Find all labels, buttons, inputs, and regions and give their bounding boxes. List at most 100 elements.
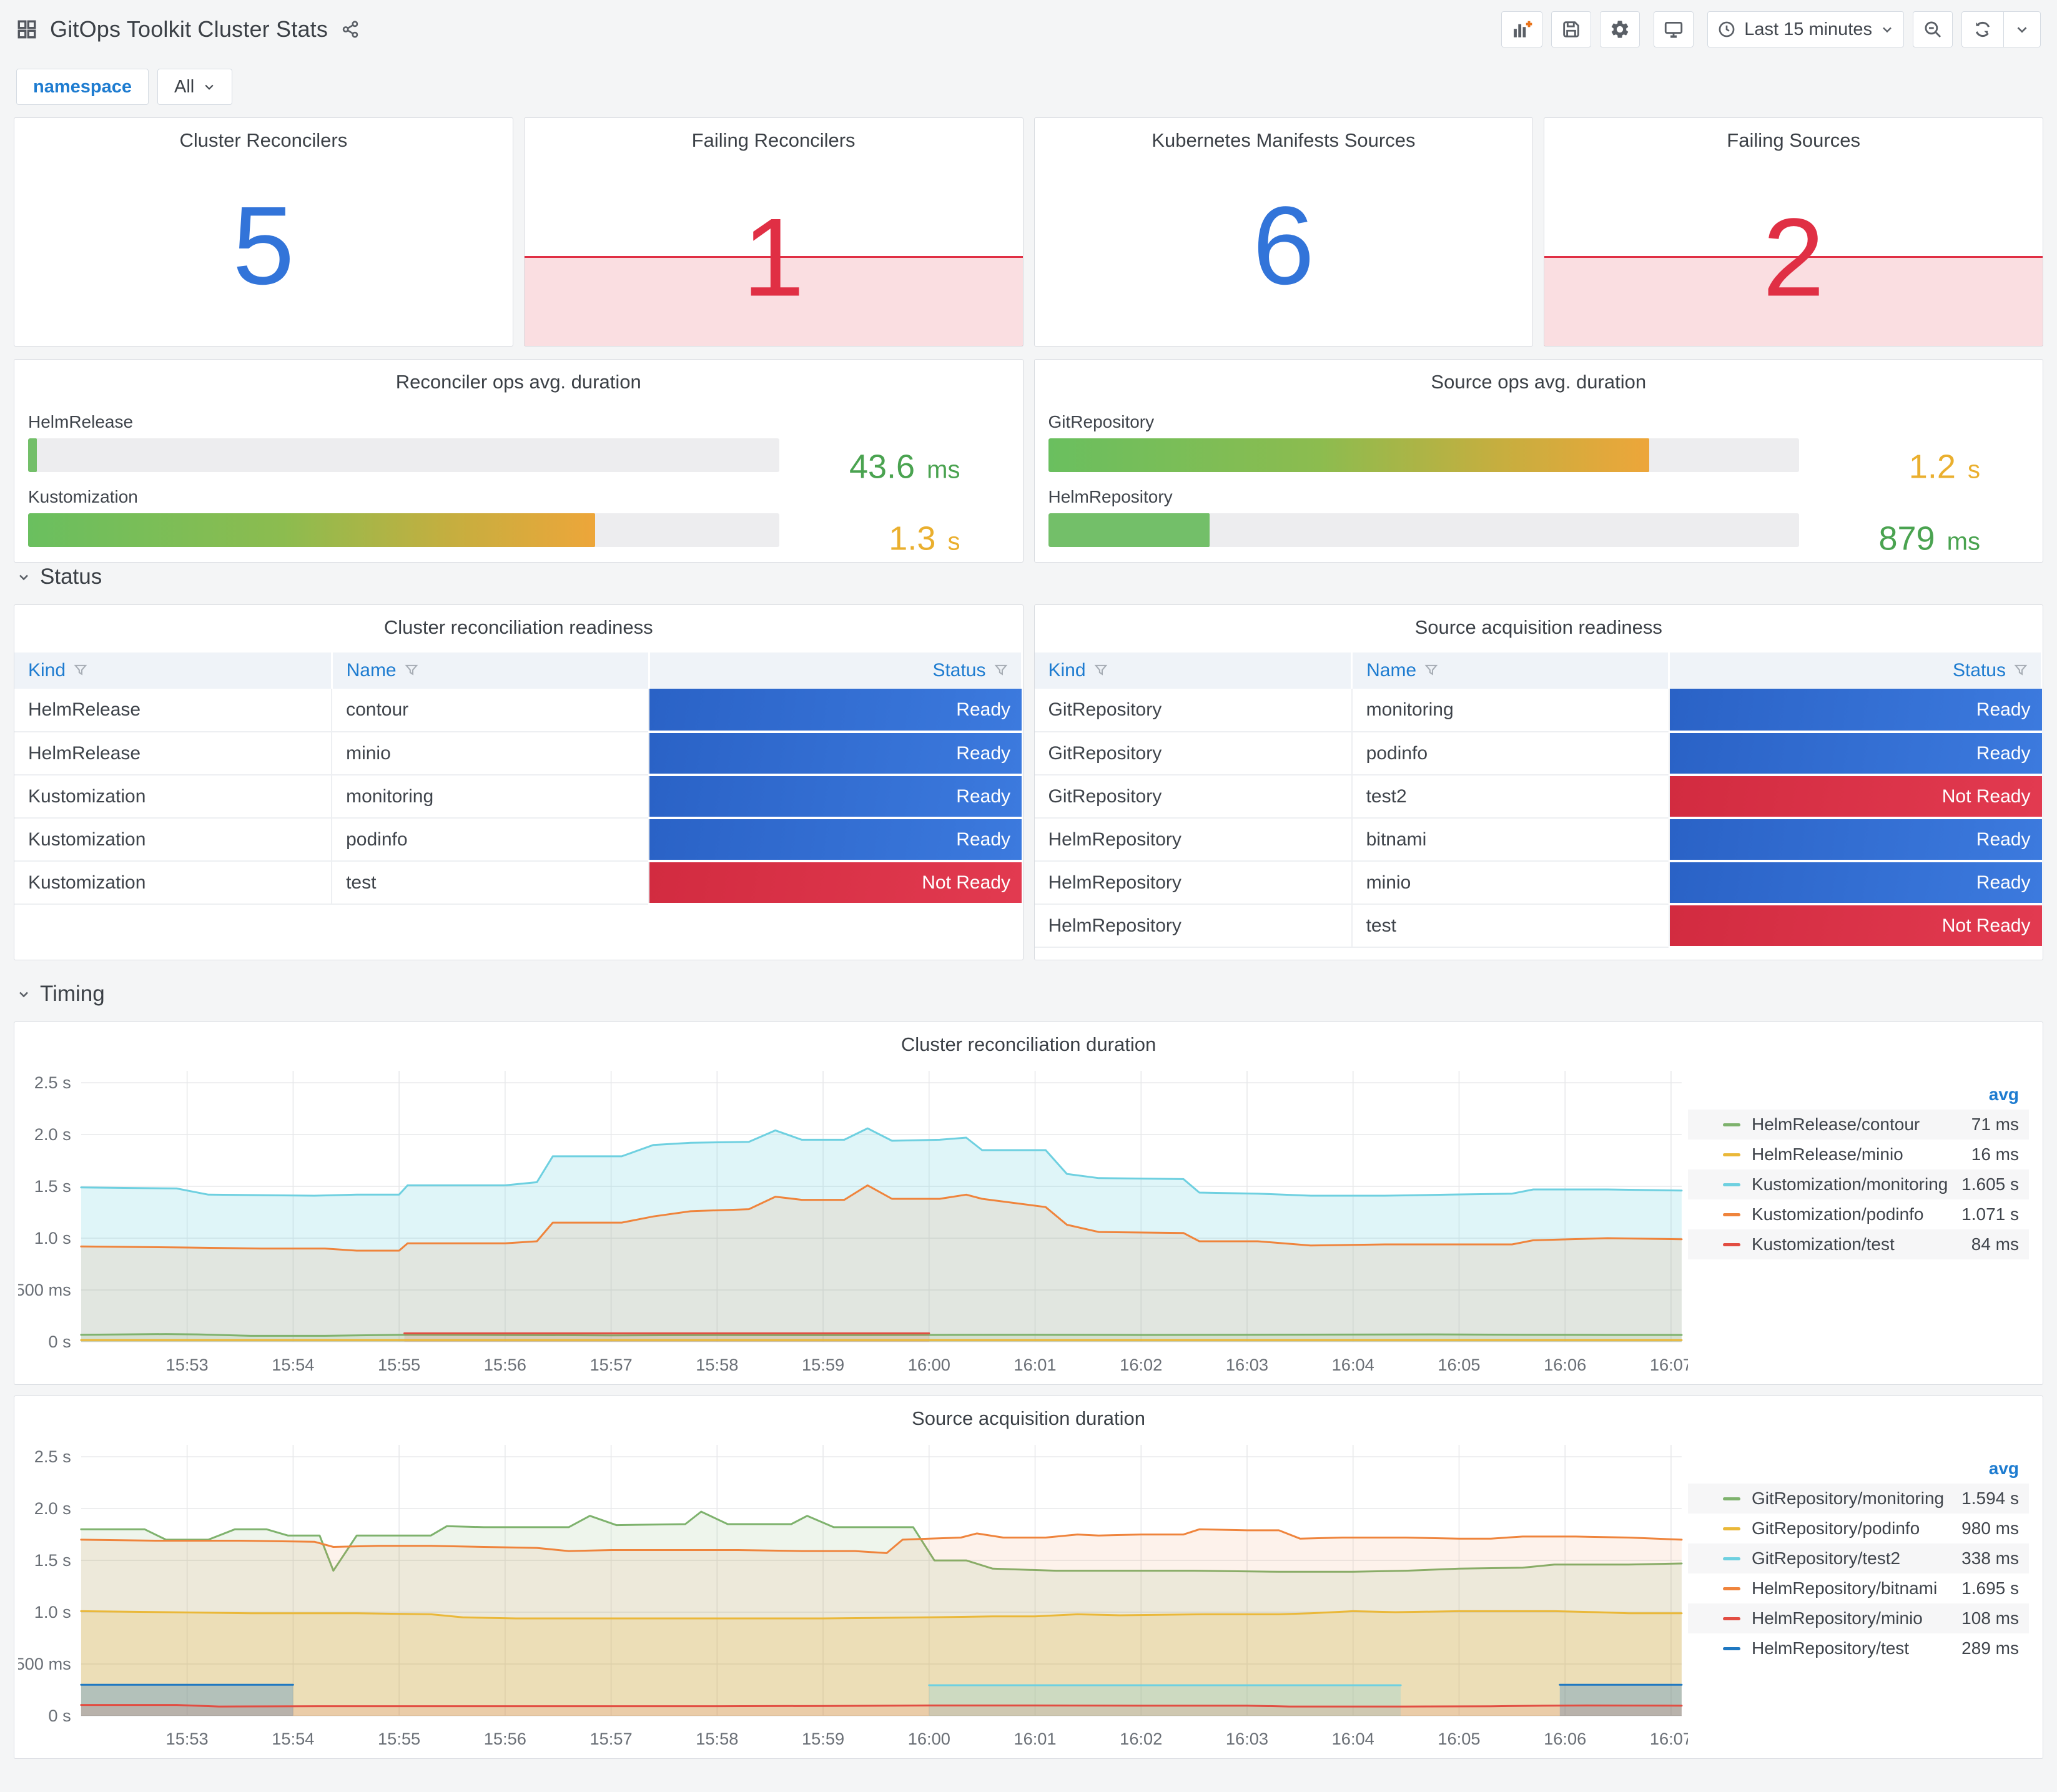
section-status[interactable]: Status (14, 548, 2043, 604)
legend-series-name[interactable]: HelmRepository/test (1752, 1638, 1910, 1658)
gear-icon (1609, 19, 1630, 40)
column-header-name[interactable]: Name (1351, 652, 1670, 689)
legend-series-name[interactable]: Kustomization/test (1752, 1234, 1895, 1254)
svg-text:15:56: 15:56 (484, 1729, 526, 1748)
chart-body: 0 s 500 ms 1.0 s 1.5 s 2.0 s 2.5 s 15:53 15:54 1… (14, 1056, 2043, 1377)
svg-text:16:00: 16:00 (908, 1729, 950, 1748)
legend-item[interactable]: HelmRepository/test 289 ms (1688, 1633, 2029, 1663)
legend-item[interactable]: HelmRepository/minio 108 ms (1688, 1603, 2029, 1633)
column-header-status[interactable]: Status (1669, 652, 2043, 689)
legend-series-name[interactable]: HelmRepository/bitnami (1752, 1578, 1938, 1598)
legend-series-name[interactable]: GitRepository/podinfo (1752, 1519, 1920, 1538)
chart-plot[interactable]: 0 s 500 ms 1.0 s 1.5 s 2.0 s 2.5 s 15:53 15:54 1… (18, 1060, 1688, 1377)
cell-kind: HelmRelease (14, 732, 333, 775)
legend-series-name[interactable]: HelmRepository/minio (1752, 1608, 1923, 1628)
table-row: HelmRelease contour Ready (14, 689, 1022, 733)
stat-value: 6 (1252, 183, 1315, 308)
status-badge: Ready (649, 818, 1022, 862)
svg-text:2.5 s: 2.5 s (34, 1073, 71, 1092)
legend-series-dash-icon (1723, 1647, 1740, 1650)
legend-item[interactable]: GitRepository/podinfo 980 ms (1688, 1514, 2029, 1543)
svg-text:0 s: 0 s (48, 1706, 71, 1725)
threshold-area (1544, 257, 2043, 346)
variable-namespace-label[interactable]: namespace (16, 69, 149, 105)
threshold-line (524, 255, 1023, 258)
legend-series-name[interactable]: HelmRelease/contour (1752, 1115, 1920, 1134)
legend-avg-header[interactable]: avg (1988, 1085, 2019, 1104)
legend-series-name[interactable]: Kustomization/monitoring (1752, 1174, 1948, 1194)
legend-item[interactable]: HelmRelease/minio 16 ms (1688, 1140, 2029, 1169)
legend-series-name[interactable]: GitRepository/monitoring (1752, 1489, 1945, 1508)
save-dashboard-button[interactable] (1551, 11, 1592, 47)
legend-series-avg: 16 ms (1971, 1145, 2019, 1164)
legend-series-name[interactable]: Kustomization/podinfo (1752, 1204, 1924, 1224)
filter-icon[interactable] (73, 662, 89, 679)
legend-item[interactable]: Kustomization/podinfo 1.071 s (1688, 1199, 2029, 1229)
status-table: Kind Name Status HelmRelease contour Rea… (14, 652, 1023, 905)
refresh-interval-dropdown[interactable] (2003, 12, 2040, 47)
cell-name: contour (332, 689, 650, 732)
table-row: GitRepository monitoring Ready (1034, 689, 2042, 733)
svg-text:16:06: 16:06 (1544, 1355, 1586, 1374)
collapse-caret-icon (16, 987, 31, 1002)
legend-series-avg: 108 ms (1961, 1608, 2019, 1628)
legend-rows: HelmRelease/contour 71 ms HelmRelease/mini… (1688, 1110, 2029, 1259)
column-header-kind[interactable]: Kind (14, 652, 333, 689)
chart-plot[interactable]: 0 s 500 ms 1.0 s 1.5 s 2.0 s 2.5 s 15:53 15:54 1… (18, 1434, 1688, 1751)
chevron-down-icon (203, 81, 215, 93)
legend-item[interactable]: Kustomization/monitoring 1.605 s (1688, 1169, 2029, 1199)
dashboard-settings-button[interactable] (1600, 11, 1640, 47)
chart-title: Cluster reconciliation duration (900, 1033, 1157, 1055)
add-panel-button[interactable] (1501, 11, 1543, 47)
legend-series-name[interactable]: HelmRelease/minio (1752, 1145, 1903, 1164)
bar-gauge-panel: Source ops avg. duration GitRepository 1… (1033, 359, 2043, 563)
legend-rows: GitRepository/monitoring 1.594 s GitReposi… (1688, 1484, 2029, 1663)
zoom-out-button[interactable] (1913, 11, 1953, 47)
legend-series-avg: 289 ms (1961, 1638, 2019, 1658)
legend-item[interactable]: HelmRelease/contour 71 ms (1688, 1110, 2029, 1140)
chevron-down-icon (1880, 22, 1895, 37)
variable-namespace-value[interactable]: All (157, 69, 233, 105)
svg-text:2.5 s: 2.5 s (34, 1447, 71, 1466)
legend-series-avg: 71 ms (1971, 1115, 2019, 1134)
cycle-view-button[interactable] (1654, 11, 1694, 47)
time-range-label: Last 15 minutes (1744, 19, 1872, 39)
table-body: GitRepository monitoring Ready GitReposi… (1034, 689, 2042, 948)
svg-text:15:56: 15:56 (484, 1355, 526, 1374)
gauge-bar-fill (1048, 438, 1649, 472)
table-row: HelmRepository bitnami Ready (1034, 818, 2042, 862)
legend-item[interactable]: GitRepository/test2 338 ms (1688, 1543, 2029, 1573)
column-header-kind[interactable]: Kind (1034, 652, 1353, 689)
filter-icon[interactable] (2013, 662, 2030, 679)
filter-icon[interactable] (1093, 662, 1110, 679)
filter-icon[interactable] (994, 662, 1010, 679)
collapse-caret-icon (16, 569, 31, 584)
column-header-status[interactable]: Status (649, 652, 1023, 689)
time-range-picker[interactable]: Last 15 minutes (1707, 11, 1904, 47)
chart-legend: avg GitRepository/monitoring 1.594 s GitRe… (1688, 1434, 2038, 1751)
timing-charts-area: Cluster reconciliation duration 0 s 500 m… (14, 1022, 2043, 1759)
legend-avg-header[interactable]: avg (1988, 1459, 2019, 1478)
filter-icon[interactable] (1424, 662, 1440, 679)
refresh-button[interactable] (1962, 12, 2003, 47)
cell-kind: GitRepository (1034, 689, 1353, 732)
chevron-down-icon (2014, 21, 2030, 37)
dashboard-grid-icon[interactable] (16, 19, 37, 40)
section-timing[interactable]: Timing (14, 965, 2043, 1022)
svg-text:16:01: 16:01 (1014, 1729, 1056, 1748)
gauge-panel-title: Reconciler ops avg. duration (395, 371, 641, 393)
legend-item[interactable]: Kustomization/test 84 ms (1688, 1229, 2029, 1259)
legend-series-name[interactable]: GitRepository/test2 (1752, 1548, 1901, 1568)
legend-item[interactable]: GitRepository/monitoring 1.594 s (1688, 1484, 2029, 1514)
legend-item[interactable]: HelmRepository/bitnami 1.695 s (1688, 1573, 2029, 1603)
share-icon[interactable] (340, 19, 360, 39)
cell-name: podinfo (332, 818, 650, 862)
filter-icon[interactable] (404, 662, 420, 679)
timeseries-panel: Cluster reconciliation duration 0 s 500 m… (14, 1022, 2043, 1385)
stat-panel: Failing Sources 2 (1544, 117, 2043, 347)
svg-text:0 s: 0 s (48, 1332, 71, 1351)
save-icon (1561, 19, 1582, 40)
column-header-name[interactable]: Name (332, 652, 650, 689)
svg-text:16:01: 16:01 (1014, 1355, 1056, 1374)
